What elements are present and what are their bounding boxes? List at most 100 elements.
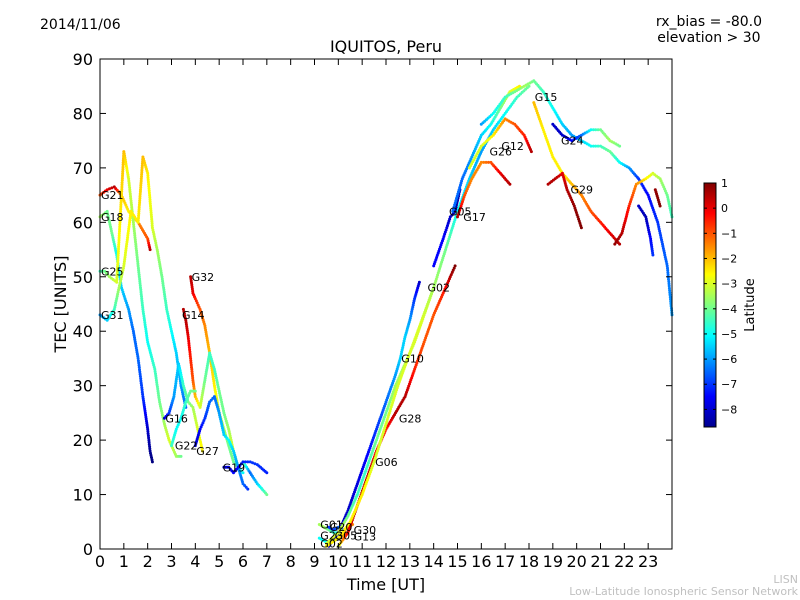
satellite-label: G10 [401,352,424,365]
tec-point-g25 [115,280,119,284]
tec-point-g31 [122,264,126,268]
tec-point-g25 [132,229,136,233]
tec-point-g31 [164,299,167,303]
tec-point-g19 [248,460,252,464]
tec-point-g31 [164,303,168,307]
tec-point-g31 [139,186,143,189]
tec-point-g14 [187,341,191,345]
tec-point-g32 [212,379,216,383]
tec-point-g31 [140,168,144,172]
tec-point-g18 [139,379,143,383]
tec-point-g31 [123,253,127,257]
colorbar-ticks: 1 0 −1 −2 −3 −4 −5 −6 −7 −8 [704,177,737,416]
tec-point-g16 [176,368,180,372]
tec-point-g25 [116,265,119,269]
y-tick-label: 90 [73,50,93,69]
tec-point-g25 [119,209,123,213]
tec-point-g31 [124,244,128,248]
tec-point-g15 [668,291,672,295]
tec-point-g25 [120,189,124,193]
tec-point-g31 [140,172,144,176]
tec-point-g18 [141,392,145,396]
tec-point-g31 [160,275,164,279]
x-tick-label: 1 [119,552,129,571]
tec-point-g31 [126,231,130,235]
tec-point-g31 [148,195,152,199]
tec-point-g25 [117,243,121,247]
tec-point-g31 [126,233,130,237]
x-tick-label: 15 [447,552,467,571]
tec-point-g31 [161,279,165,283]
tec-point-g31 [127,227,131,231]
tec-point [579,226,583,230]
tec-point-g06 [417,280,421,284]
x-tick-label: 11 [352,552,372,571]
tec-point-g31 [146,171,150,175]
tec-point-g31 [123,257,127,261]
colorbar-tick-label: −3 [721,278,737,291]
tec-point-g25 [137,270,141,274]
tec-point-g25 [134,240,137,244]
tec-point-g25 [119,201,123,204]
y-tick-label: 10 [73,486,93,505]
tec-point-g25 [118,216,122,220]
tec-point-g18 [147,438,151,442]
tec-point-g15 [668,295,672,299]
tec-point-g25 [121,167,125,171]
y-tick-label: 30 [73,377,93,396]
tec-point-g25 [141,310,145,314]
tec-point-g25 [115,271,119,275]
colorbar-tick-label: −8 [721,403,737,416]
tec-point-g25 [144,331,148,335]
colorbar-tick-label: −4 [721,303,737,316]
y-tick-label: 50 [73,268,93,287]
tec-point-g14 [187,339,191,343]
tec-point-g25 [119,194,123,198]
tec-point-g15 [591,144,595,148]
tec-point-g26 [482,160,486,164]
satellite-label: G05 [335,529,358,542]
tec-point-g15 [667,277,670,281]
tec-point-g25 [137,273,141,277]
tec-point-g25 [140,294,143,298]
tec-point-g32 [211,371,214,375]
tec-point-g32 [211,373,215,377]
tec-point-g19 [265,471,269,475]
tec-point-g25 [136,264,140,268]
tec-point-g22 [193,389,197,393]
data-marks [98,79,674,548]
tec-point-g25 [118,212,122,216]
tec-point-g31 [123,255,127,259]
x-tick-label: 0 [95,552,105,571]
tec-point-g25 [117,234,121,238]
tec-point-g25 [118,220,122,224]
tec-point-g25 [137,268,141,272]
tec-point-g25 [120,178,124,182]
tec-point-g19 [243,460,247,464]
tec-point-g25 [120,176,124,180]
colorbar-tick-label: −2 [721,252,737,265]
tec-point-g31 [127,225,131,229]
tec-point-g18 [137,363,141,367]
tec-point-g25 [115,274,119,278]
tec-point-g31 [137,212,141,216]
colorbar-tick-label: 1 [721,177,728,190]
x-tick-label: 22 [614,552,634,571]
tec-point-g14 [190,370,194,373]
tec-point-g24 [618,144,622,148]
tec-point-g21 [105,188,109,192]
satellite-label: G30 [354,524,377,537]
satellite-label: G32 [192,271,215,284]
tec-point-g18 [137,361,141,365]
tec-point-g26 [508,182,512,186]
tec-point-g31 [138,199,142,203]
tec-point-g15 [666,268,670,272]
tec-point-g25 [116,254,120,258]
tec-point-g25 [144,327,148,331]
tec-point-g25 [127,177,131,181]
tec-point-g25 [129,196,133,200]
tec-point-g31 [150,219,154,223]
tec-point-g15 [669,300,673,303]
tec-point-g25 [119,203,123,207]
